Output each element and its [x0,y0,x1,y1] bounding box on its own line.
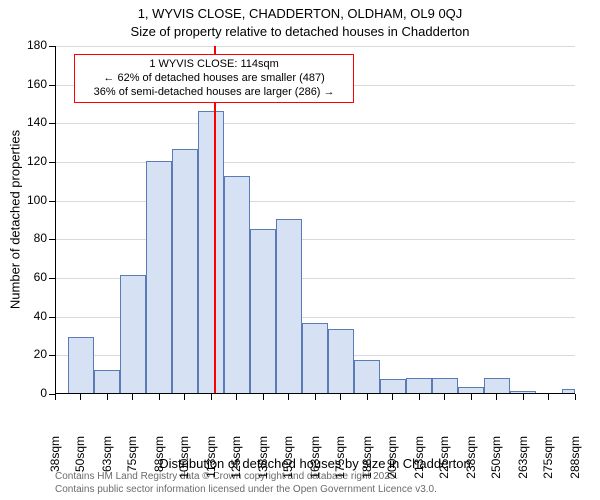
histogram-bar [68,337,94,393]
x-tick [184,394,185,400]
histogram-bar [224,176,250,393]
x-tick [236,394,237,400]
y-tick-label: 80 [13,231,47,245]
histogram-bar [198,111,224,393]
y-tick-label: 120 [13,154,47,168]
x-tick [132,394,133,400]
x-tick [263,394,264,400]
y-tick [49,317,55,318]
y-axis-label: Number of detached properties [8,46,23,394]
histogram-bar [458,387,484,393]
grid-line [56,201,575,202]
y-tick-label: 160 [13,77,47,91]
grid-line [56,239,575,240]
histogram-bar [276,219,302,393]
x-tick [159,394,160,400]
histogram-bar [302,323,328,393]
y-tick [49,278,55,279]
x-tick [288,394,289,400]
annotation-line: 1 WYVIS CLOSE: 114sqm [81,58,347,72]
x-tick [496,394,497,400]
x-tick-label: 213sqm [412,436,426,490]
chart-title-line2: Size of property relative to detached ho… [0,24,600,39]
x-tick-label: 163sqm [308,436,322,490]
histogram-bar [354,360,380,393]
histogram-bar [406,378,432,393]
x-tick [55,394,56,400]
x-tick [80,394,81,400]
x-tick [548,394,549,400]
x-tick [471,394,472,400]
histogram-bar [146,161,172,393]
histogram-bar [380,379,406,393]
x-tick-label: 113sqm [204,436,218,490]
x-tick-label: 288sqm [568,436,582,490]
histogram-bar [250,229,276,393]
x-tick [575,394,576,400]
histogram-bar [94,370,120,393]
x-tick-label: 238sqm [464,436,478,490]
x-tick-label: 175sqm [333,436,347,490]
x-tick-label: 263sqm [516,436,530,490]
y-tick-label: 20 [13,347,47,361]
y-tick-label: 100 [13,193,47,207]
x-tick [419,394,420,400]
y-tick [49,201,55,202]
x-tick-label: 138sqm [256,436,270,490]
x-tick-label: 275sqm [541,436,555,490]
x-tick-label: 75sqm [125,436,139,490]
x-tick-label: 63sqm [100,436,114,490]
y-tick-label: 140 [13,115,47,129]
x-tick-label: 50sqm [73,436,87,490]
y-tick [49,46,55,47]
y-tick [49,355,55,356]
x-tick-label: 188sqm [360,436,374,490]
y-tick-label: 40 [13,309,47,323]
grid-line [56,123,575,124]
chart-title-line1: 1, WYVIS CLOSE, CHADDERTON, OLDHAM, OL9 … [0,6,600,21]
y-tick [49,85,55,86]
x-tick [107,394,108,400]
x-tick-label: 225sqm [437,436,451,490]
x-tick [367,394,368,400]
x-tick-label: 250sqm [489,436,503,490]
x-tick [315,394,316,400]
x-tick [444,394,445,400]
x-tick [523,394,524,400]
x-tick-label: 150sqm [281,436,295,490]
x-tick [340,394,341,400]
x-tick-label: 100sqm [177,436,191,490]
chart-container: 1, WYVIS CLOSE, CHADDERTON, OLDHAM, OL9 … [0,0,600,500]
histogram-bar [484,378,510,393]
grid-line [56,46,575,47]
x-tick-label: 125sqm [229,436,243,490]
y-tick [49,123,55,124]
y-tick-label: 180 [13,38,47,52]
x-tick-label: 38sqm [48,436,62,490]
x-tick [392,394,393,400]
grid-line [56,162,575,163]
histogram-bar [120,275,146,393]
histogram-bar [562,389,575,393]
y-tick [49,162,55,163]
histogram-bar [328,329,354,393]
x-tick-label: 88sqm [152,436,166,490]
histogram-bar [432,378,458,393]
histogram-bar [172,149,198,393]
y-tick-label: 60 [13,270,47,284]
y-tick-label: 0 [13,386,47,400]
x-tick-label: 200sqm [385,436,399,490]
y-tick [49,239,55,240]
annotation-box: 1 WYVIS CLOSE: 114sqm← 62% of detached h… [74,54,354,103]
annotation-line: ← 62% of detached houses are smaller (48… [81,72,347,86]
annotation-line: 36% of semi-detached houses are larger (… [81,86,347,100]
plot-area: 1 WYVIS CLOSE: 114sqm← 62% of detached h… [55,46,575,394]
x-tick [211,394,212,400]
histogram-bar [510,391,536,393]
